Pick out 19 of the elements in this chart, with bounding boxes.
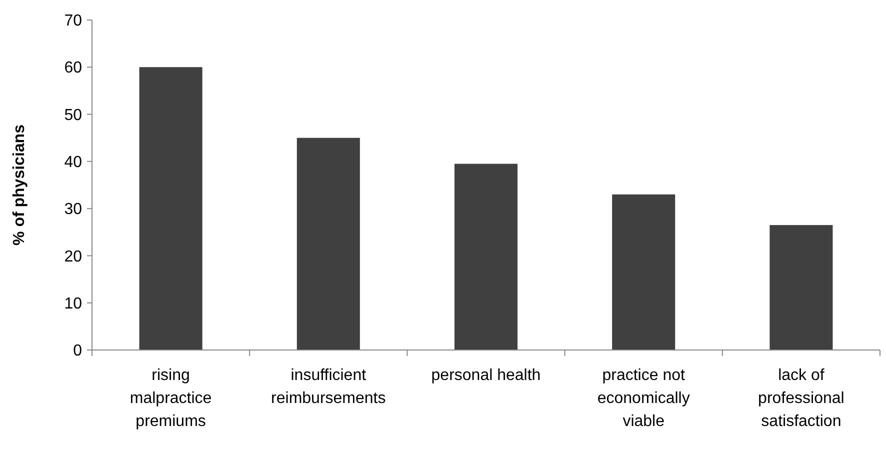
y-tick-label: 50 <box>64 106 82 124</box>
bar <box>770 225 833 350</box>
bar <box>454 164 518 350</box>
y-tick-label: 60 <box>64 60 82 77</box>
y-tick-label: 0 <box>73 342 82 360</box>
y-tick-label: 20 <box>64 248 82 266</box>
x-tick-label: rising malpractice premiums <box>130 367 212 430</box>
bar <box>296 138 360 350</box>
y-tick-label: 70 <box>64 12 82 30</box>
y-tick-label: 40 <box>64 154 82 172</box>
y-tick-label: 10 <box>64 295 82 312</box>
x-tick-label: lack of professional satisfaction <box>758 367 844 430</box>
bar <box>612 194 676 350</box>
y-axis-title: % of physicians <box>11 124 28 246</box>
bar <box>139 67 202 350</box>
x-tick-label: personal health <box>431 367 541 384</box>
x-tick-label: practice not economically viable <box>597 367 690 430</box>
y-tick-label: 30 <box>64 201 82 218</box>
x-tick-label: insufficient reimbursements <box>271 367 386 407</box>
